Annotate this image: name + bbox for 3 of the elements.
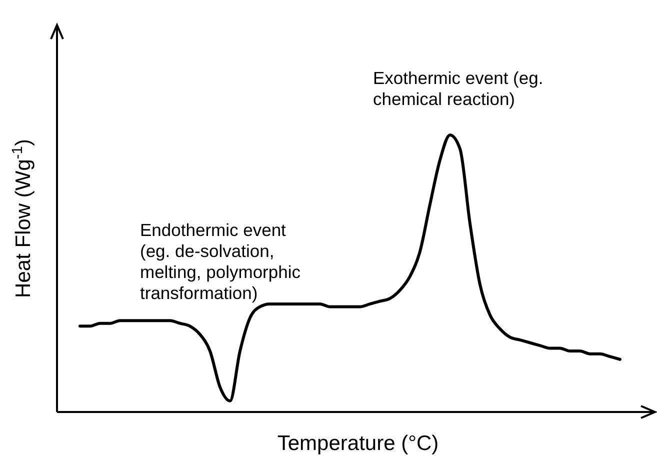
annotation: Endothermic event (eg. de-solvation, melting, polymorphic transformation)	[140, 220, 301, 303]
x-axis-title: Temperature (°C)	[277, 432, 439, 455]
text: Exothermic event (eg. chemical reaction)	[373, 68, 544, 109]
